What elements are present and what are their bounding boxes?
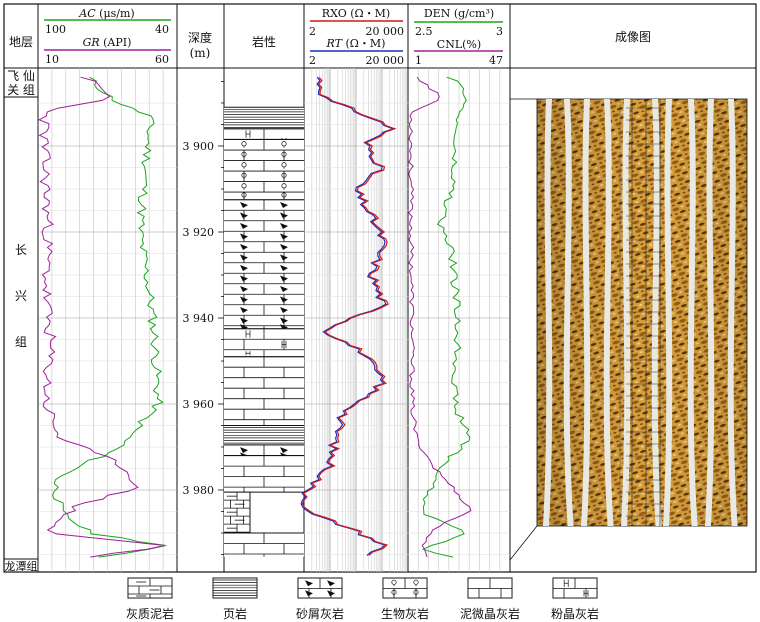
- ac-min: 100: [45, 23, 66, 36]
- resistivity-header: RXO (Ω・M) 2 20 000 RT (Ω・M) 2 20 000: [309, 7, 404, 67]
- depth-header: 深度: [188, 30, 212, 45]
- ac-gr-header: AC (μs/m) 100 40 GR (API) 10 60: [44, 7, 171, 66]
- lithology-layer-shale: [224, 425, 304, 445]
- legend-item-shale: 页岩: [212, 577, 258, 621]
- callout-line-bottom: [509, 525, 538, 561]
- formation-changxing-char2: 兴: [15, 289, 27, 303]
- pad-gaps: [543, 99, 738, 526]
- depth-label: 3 960: [183, 398, 215, 411]
- legend-label: 生物灰岩: [381, 606, 429, 621]
- rxo-title: RXO (Ω・M): [322, 7, 390, 20]
- gr-min: 10: [45, 53, 59, 66]
- image-scale-grid: [619, 99, 664, 526]
- ac-max: 40: [155, 23, 169, 36]
- formation-feixianguan-line1: 飞 仙: [7, 69, 35, 83]
- gr-max: 60: [155, 53, 169, 66]
- density-neutron-grid: [408, 68, 510, 572]
- legend-item-silty-limestone: 粉晶灰岩: [551, 577, 599, 621]
- rxo-min: 2: [309, 25, 316, 38]
- lithology-column: [224, 106, 304, 557]
- legend-item-argillaceous-limestone: 灰质泥岩: [126, 577, 174, 621]
- depth-unit: (m): [190, 46, 211, 60]
- legend-item-micritic-limestone: 泥微晶灰岩: [460, 577, 520, 621]
- image-log: [509, 98, 748, 561]
- gr-curve: [38, 76, 165, 558]
- rxo-max: 20 000: [366, 25, 405, 38]
- den-min: 2.5: [415, 25, 433, 38]
- lithology-layer-micritic-limestone: [224, 356, 304, 426]
- formation-column: 飞 仙 关 组 长 兴 组 龙潭组: [4, 69, 38, 573]
- lithology-layer-bioclastic-limestone: [224, 139, 304, 200]
- lithology-header: 岩性: [252, 34, 276, 49]
- formation-longtan: 龙潭组: [5, 559, 38, 573]
- lithology-layer-argillaceous-limestone: [224, 491, 304, 533]
- formation-changxing-char1: 长: [15, 243, 27, 257]
- rt-min: 2: [309, 54, 316, 67]
- lithology-layer-shale: [224, 106, 304, 129]
- density-neutron-header: DEN (g/cm³) 2.5 3 CNL(%) 1 47: [414, 7, 503, 67]
- strata-header: 地层: [9, 35, 33, 49]
- log-frame: [3, 3, 757, 573]
- rxo-curve: [301, 76, 397, 556]
- cnl-title: CNL(%): [437, 38, 481, 51]
- lithology-layer-calcarenite: [224, 199, 304, 331]
- depth-label: 3 900: [183, 140, 215, 153]
- cnl-curve: [407, 76, 472, 558]
- ac-title: AC (μs/m): [78, 7, 134, 20]
- den-max: 3: [496, 25, 503, 38]
- depth-track: 3 900 3 920 3 940 3 960 3 980: [183, 81, 224, 555]
- image-header: 成像图: [615, 30, 651, 44]
- cnl-max: 47: [489, 54, 503, 67]
- legend-label: 泥微晶灰岩: [460, 606, 520, 621]
- legend-label: 砂屑灰岩: [296, 606, 344, 621]
- den-curve: [421, 76, 471, 558]
- depth-label: 3 980: [183, 484, 215, 497]
- resistivity-grid: [304, 68, 408, 572]
- den-title: DEN (g/cm³): [424, 7, 494, 20]
- lithology-layer-silty-limestone: [224, 328, 304, 357]
- lithology-layer-silty-limestone: [224, 128, 304, 141]
- legend-item-calcarenite: 砂屑灰岩: [296, 577, 344, 621]
- cnl-min: 1: [415, 54, 422, 67]
- formation-changxing-char3: 组: [15, 335, 27, 349]
- depth-label: 3 940: [183, 312, 215, 325]
- ac-curve: [52, 76, 167, 558]
- formation-feixianguan-line2: 关 组: [7, 83, 35, 97]
- depth-label: 3 920: [183, 226, 215, 239]
- rt-max: 20 000: [366, 54, 405, 67]
- legend-label: 粉晶灰岩: [551, 606, 599, 621]
- lithology-layer-micritic-limestone: [224, 455, 304, 493]
- lithology-layer-micritic-limestone: [224, 532, 304, 557]
- ac-gr-grid: [38, 68, 177, 572]
- rt-title: RT (Ω・M): [326, 37, 386, 50]
- gr-title: GR (API): [83, 36, 132, 49]
- lithology-legend: 灰质泥岩 页岩 砂屑灰岩 生物灰岩 泥微晶灰岩 粉晶灰岩: [126, 577, 599, 621]
- legend-item-bioclastic-limestone: 生物灰岩: [381, 577, 429, 621]
- legend-label: 页岩: [223, 606, 247, 621]
- legend-label: 灰质泥岩: [126, 606, 174, 621]
